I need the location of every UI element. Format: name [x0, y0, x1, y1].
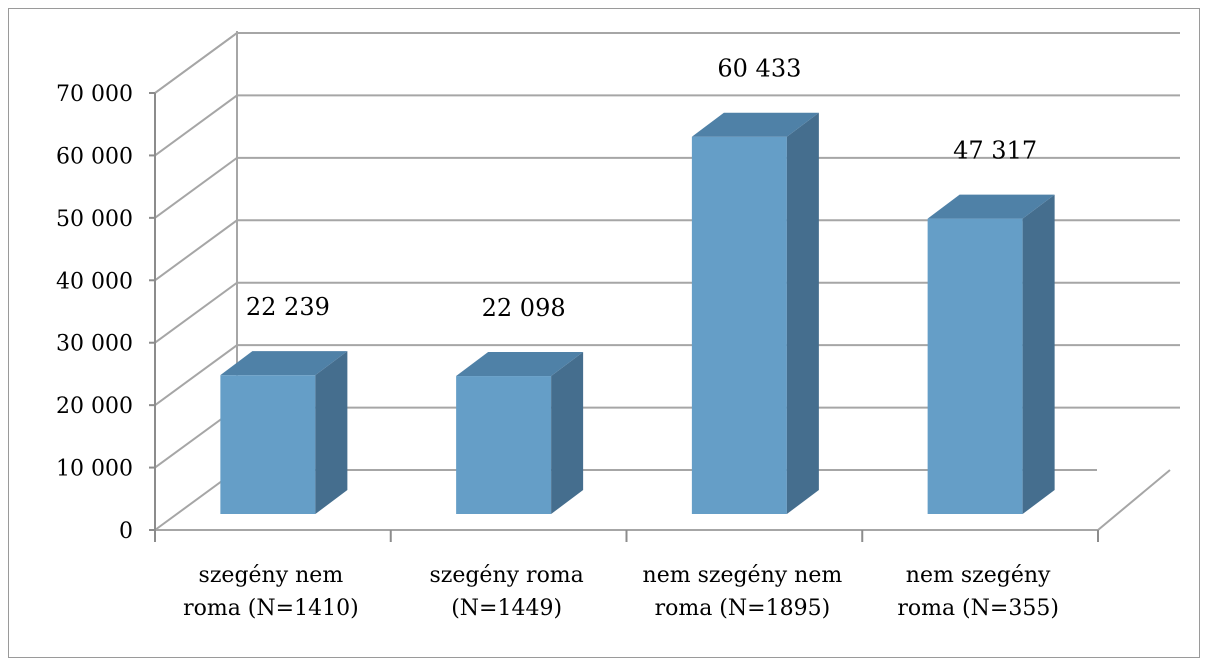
bar-data-label: 22 239 — [246, 293, 330, 321]
bars-layer — [220, 112, 1055, 515]
y-tick-label: 70 000 — [56, 82, 133, 107]
x-category-label-line: nem szegény nem — [643, 563, 843, 588]
gridline-30000 — [154, 281, 1180, 344]
bar-side — [551, 352, 584, 514]
y-tick-label: 20 000 — [56, 394, 133, 419]
x-category-label: nem szegény roma (N=355) — [897, 563, 1059, 621]
gridline-70000 — [154, 32, 1180, 94]
x-category-label-line: roma (N=1410) — [183, 596, 359, 621]
bar-front — [220, 375, 316, 514]
y-tick-label: 50 000 — [56, 207, 133, 232]
bar-front — [456, 376, 552, 514]
x-category-label-line: (N=1449) — [451, 596, 562, 621]
bar-data-label: 60 433 — [717, 55, 801, 83]
y-tick-label: 30 000 — [56, 332, 133, 357]
x-category-label: szegény nem roma (N=1410) — [183, 563, 359, 621]
y-tick-label: 0 — [119, 519, 133, 544]
bar-side — [1022, 194, 1055, 514]
x-category-label-line: roma (N=355) — [897, 596, 1059, 621]
bar-side — [786, 112, 819, 515]
bar-front — [927, 218, 1023, 514]
x-category-label: nem szegény nem roma (N=1895) — [643, 563, 843, 621]
x-category-label-line: roma (N=1895) — [655, 596, 831, 621]
axis-layer — [149, 92, 1099, 542]
bar-side — [315, 351, 348, 514]
bar-top — [691, 112, 819, 137]
x-category-label: szegény roma (N=1449) — [429, 563, 583, 621]
bar-data-label: 22 098 — [482, 294, 566, 322]
bar-top — [220, 351, 348, 376]
x-category-label-line: nem szegény — [906, 563, 1051, 588]
bar-top — [456, 352, 584, 377]
gridline-60000 — [154, 94, 1180, 157]
y-tick-label: 10 000 — [56, 457, 133, 482]
labels-layer: 0 10 000 20 000 30 000 40 000 50 000 60 000 70 … — [56, 55, 1059, 621]
gridline-20000 — [154, 344, 1180, 406]
bar-front — [691, 136, 787, 515]
gridline-40000 — [154, 219, 1180, 282]
gridline-50000 — [154, 156, 1180, 219]
y-tick-label: 60 000 — [56, 144, 133, 169]
side-wall-top — [154, 32, 238, 94]
bar-data-label: 47 317 — [953, 137, 1037, 165]
x-category-label-line: szegény nem — [199, 563, 344, 588]
y-tick-label: 40 000 — [56, 269, 133, 294]
x-category-label-line: szegény roma — [429, 563, 583, 588]
bar-top — [927, 194, 1055, 219]
